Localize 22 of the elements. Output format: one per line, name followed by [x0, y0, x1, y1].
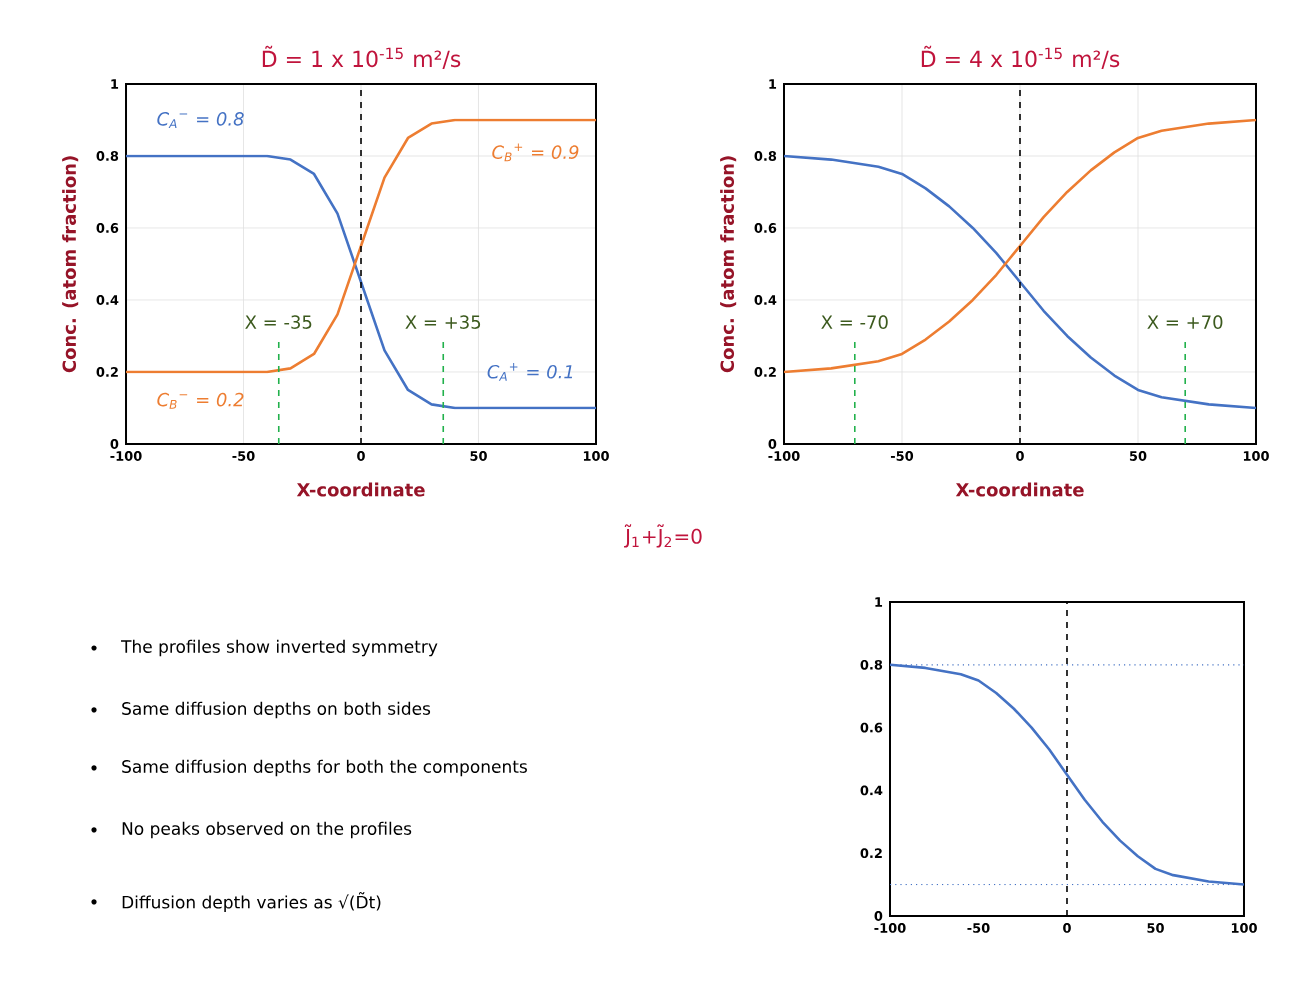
text: No peaks observed on the profiles [122, 821, 412, 839]
ref-line-label: X = +35 [405, 315, 481, 329]
y-axis-title: Conc. (atom fraction) [720, 156, 737, 373]
x-axis-title: X-coordinate [296, 482, 425, 497]
annotation: C$_{B}$$^{−}$ = 0.2 [157, 392, 244, 409]
text: Diffusion depth varies as √(D̃t) [122, 892, 381, 912]
line-series [784, 118, 1256, 374]
text: Same diffusion depths on both sides [122, 701, 431, 719]
text: J̃$_{1}$+J̃$_{2}$=0 [624, 524, 702, 548]
text: Same diffusion depths for both the components [122, 759, 527, 777]
annotation: C$_{A}$$^{+}$ = 0.1 [487, 363, 573, 381]
x-axis-title: X-coordinate [955, 482, 1084, 497]
chart-title: D̃ = 4 x 10$^{-15}$ m²/s [921, 45, 1120, 69]
ref-line-label: X = -35 [245, 315, 312, 329]
y-axis-title: Conc. (atom fraction) [62, 156, 79, 373]
annotation: C$_{A}$$^{−}$ = 0.8 [157, 112, 244, 128]
ref-line-label: X = -70 [821, 315, 888, 329]
chart-title: D̃ = 1 x 10$^{-15}$ m²/s [262, 45, 461, 69]
annotation: C$_{B}$$^{+}$ = 0.9 [492, 143, 579, 162]
line-series [784, 154, 1256, 410]
text: The profiles show inverted symmetry [121, 639, 438, 657]
ref-line-label: X = +70 [1147, 315, 1223, 329]
